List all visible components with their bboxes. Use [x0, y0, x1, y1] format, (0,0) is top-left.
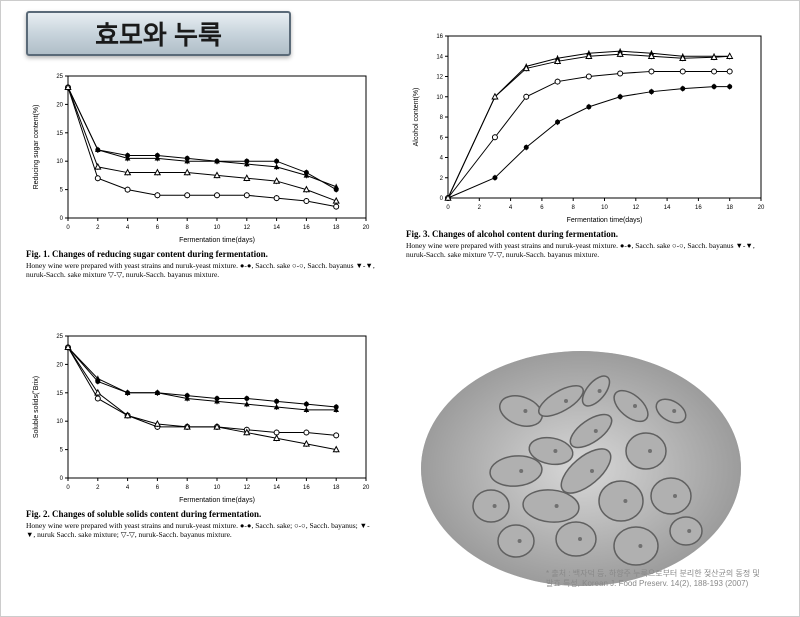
svg-text:2: 2 — [440, 176, 444, 182]
svg-text:18: 18 — [333, 485, 340, 491]
figure-3-panel: 0 2 4 6 8 10 12 14 16 18 20 0 2 4 6 8 10 12 14 16 Fermentati… — [406, 26, 771, 259]
svg-text:Reducing sugar content(%): Reducing sugar content(%) — [33, 105, 40, 190]
svg-text:6: 6 — [440, 135, 444, 141]
figure-1-panel: 0 2 4 6 8 10 12 14 16 18 20 0 5 10 15 20 25 Fermentation … — [26, 66, 376, 279]
svg-text:Soluble solids(˚Brix): Soluble solids(˚Brix) — [32, 376, 40, 438]
svg-text:15: 15 — [56, 131, 63, 137]
svg-text:5: 5 — [60, 448, 64, 454]
figure-1-chart: 0 2 4 6 8 10 12 14 16 18 20 0 5 10 15 20 25 Fermentation … — [26, 66, 376, 246]
svg-text:16: 16 — [695, 205, 702, 211]
svg-text:Fermentation time(days): Fermentation time(days) — [179, 237, 255, 244]
svg-text:2: 2 — [96, 225, 100, 231]
figure-2-caption: Fig. 2. Changes of soluble solids conten… — [26, 509, 376, 519]
svg-text:Alcohol content(%): Alcohol content(%) — [413, 88, 420, 147]
svg-text:12: 12 — [632, 205, 639, 211]
svg-text:12: 12 — [243, 225, 250, 231]
figure-1-caption: Fig. 1. Changes of reducing sugar conten… — [26, 249, 376, 259]
svg-text:0: 0 — [66, 485, 70, 491]
svg-text:0: 0 — [446, 205, 450, 211]
svg-text:16: 16 — [303, 225, 310, 231]
svg-text:25: 25 — [56, 74, 63, 80]
svg-text:8: 8 — [186, 225, 190, 231]
svg-text:8: 8 — [440, 115, 444, 121]
svg-text:0: 0 — [60, 216, 64, 222]
svg-text:10: 10 — [214, 225, 221, 231]
svg-text:10: 10 — [56, 419, 63, 425]
svg-text:2: 2 — [478, 205, 482, 211]
svg-text:16: 16 — [303, 485, 310, 491]
figure-3-chart: 0 2 4 6 8 10 12 14 16 18 20 0 2 4 6 8 10 12 14 16 Fermentati… — [406, 26, 771, 226]
svg-text:20: 20 — [363, 485, 370, 491]
svg-text:14: 14 — [273, 485, 280, 491]
svg-text:18: 18 — [333, 225, 340, 231]
citation-text: * 출처 : 백자덕 등, 하향주 누룩으로부터 분리한 젖산균의 동정 및 발… — [546, 569, 766, 588]
svg-text:2: 2 — [96, 485, 100, 491]
svg-text:18: 18 — [726, 205, 733, 211]
svg-text:6: 6 — [156, 225, 160, 231]
svg-text:20: 20 — [56, 102, 63, 108]
svg-text:10: 10 — [214, 485, 221, 491]
svg-text:10: 10 — [436, 95, 443, 101]
svg-text:10: 10 — [601, 205, 608, 211]
figure-2-chart: 0 2 4 6 8 10 12 14 16 18 20 0 5 10 15 20 25 Fermentation … — [26, 326, 376, 506]
figure-2-panel: 0 2 4 6 8 10 12 14 16 18 20 0 5 10 15 20 25 Fermentation … — [26, 326, 376, 539]
svg-text:0: 0 — [440, 196, 444, 202]
svg-text:14: 14 — [436, 54, 443, 60]
svg-text:4: 4 — [440, 156, 444, 162]
figure-3-subcaption: Honey wine were prepared with yeast stra… — [406, 241, 771, 259]
svg-text:14: 14 — [273, 225, 280, 231]
svg-text:8: 8 — [186, 485, 190, 491]
svg-text:6: 6 — [540, 205, 544, 211]
svg-text:15: 15 — [56, 391, 63, 397]
svg-text:20: 20 — [758, 205, 765, 211]
svg-text:12: 12 — [436, 75, 443, 81]
svg-text:12: 12 — [243, 485, 250, 491]
svg-text:Fermentation time(days): Fermentation time(days) — [179, 497, 255, 504]
svg-text:4: 4 — [126, 485, 130, 491]
svg-text:14: 14 — [664, 205, 671, 211]
svg-text:10: 10 — [56, 159, 63, 165]
micrograph-svg — [421, 351, 741, 586]
svg-text:5: 5 — [60, 188, 64, 194]
svg-text:20: 20 — [363, 225, 370, 231]
yeast-micrograph — [421, 351, 741, 586]
svg-text:0: 0 — [60, 476, 64, 482]
svg-text:4: 4 — [126, 225, 130, 231]
svg-text:8: 8 — [572, 205, 576, 211]
figure-1-subcaption: Honey wine were prepared with yeast stra… — [26, 261, 376, 279]
svg-text:0: 0 — [66, 225, 70, 231]
page-title: 효모와 누룩 — [95, 15, 222, 52]
svg-text:20: 20 — [56, 362, 63, 368]
svg-text:4: 4 — [509, 205, 513, 211]
svg-text:25: 25 — [56, 334, 63, 340]
figure-3-caption: Fig. 3. Changes of alcohol content durin… — [406, 229, 771, 239]
svg-text:6: 6 — [156, 485, 160, 491]
title-banner: 효모와 누룩 — [26, 11, 291, 56]
figure-2-subcaption: Honey wine were prepared with yeast stra… — [26, 521, 376, 539]
svg-text:Fermentation time(days): Fermentation time(days) — [567, 217, 643, 224]
svg-text:16: 16 — [436, 34, 443, 40]
